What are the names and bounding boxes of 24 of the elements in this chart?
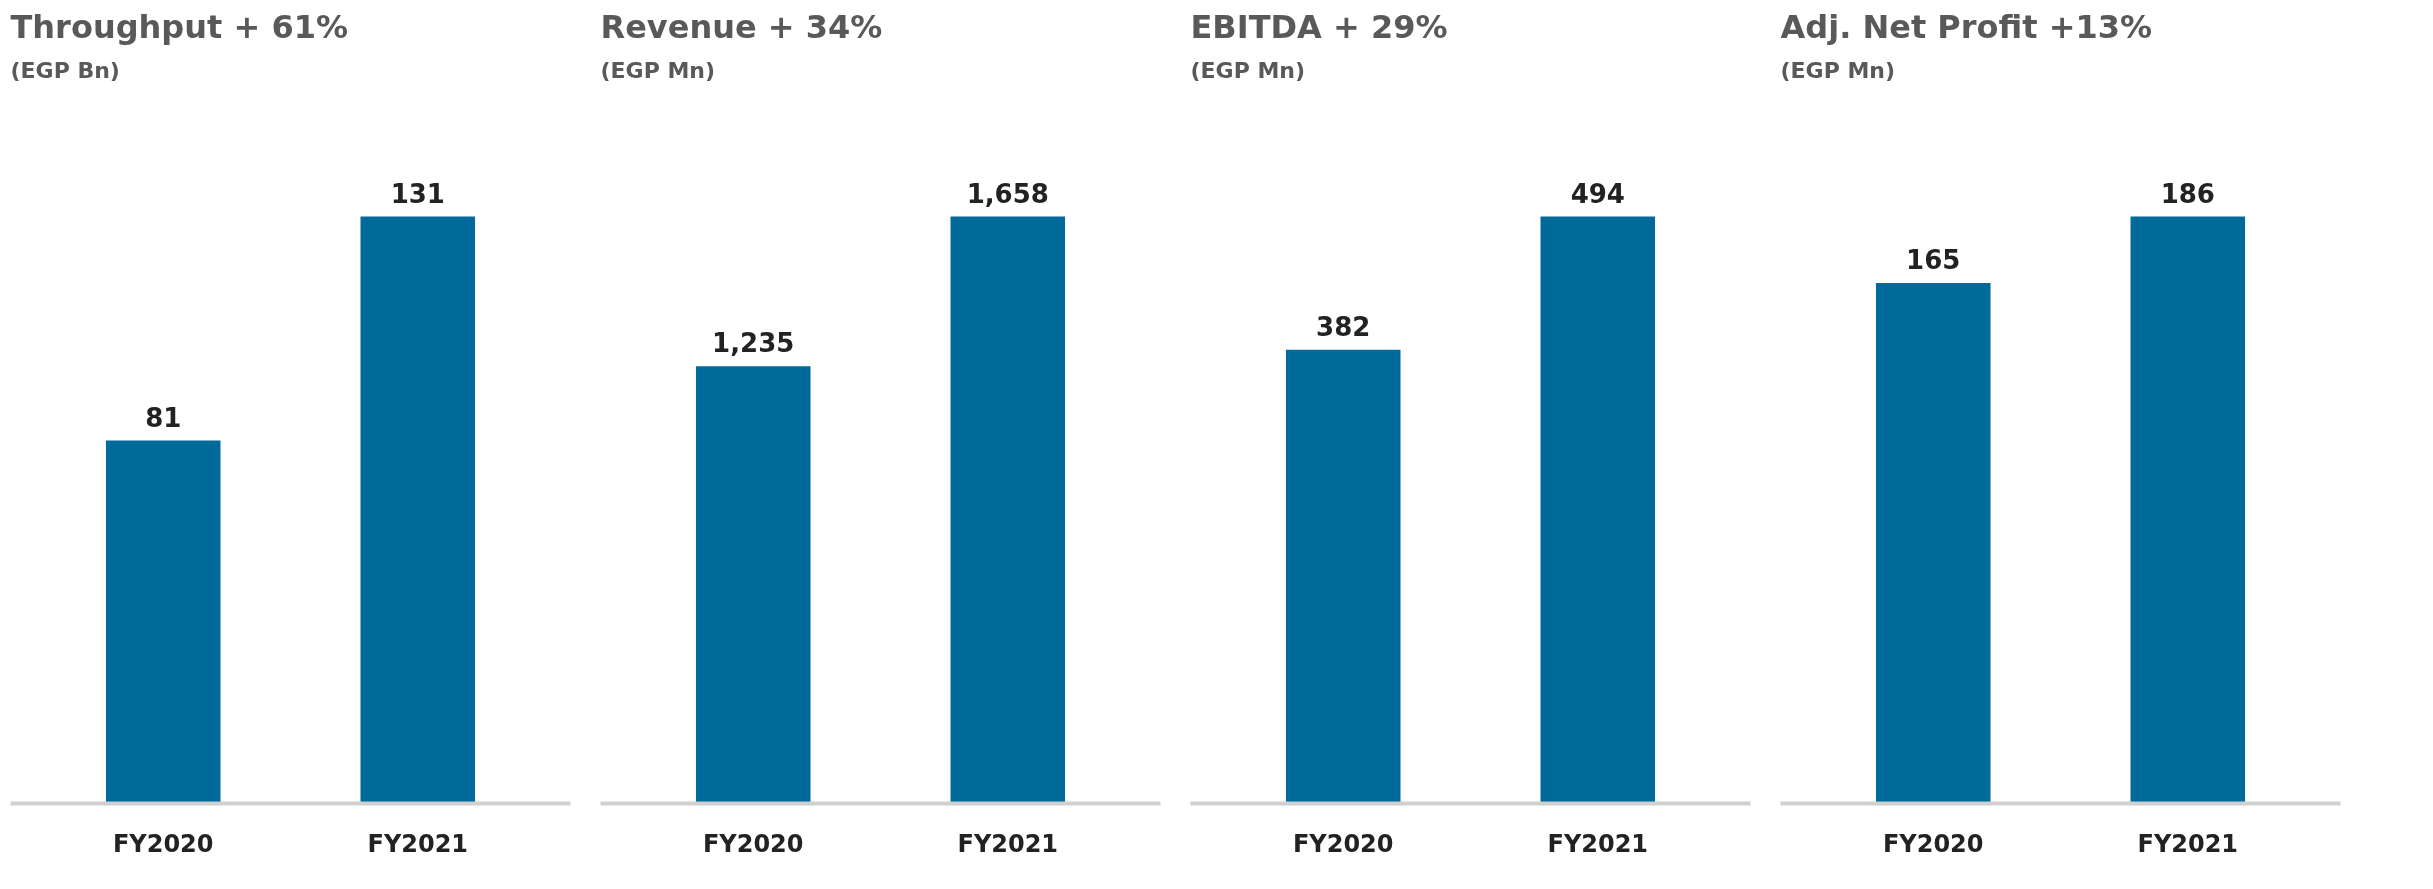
data-label: 186 [2160,178,2215,209]
data-label: 382 [1316,311,1371,342]
chart-title: EBITDA + 29% [1190,7,1448,46]
chart-title: Throughput + 61% [10,7,349,46]
x-tick-label: FY2020 [1882,829,1984,858]
chart-subtitle: (EGP Bn) [10,57,120,83]
data-label: 81 [145,402,182,433]
data-label: 1,658 [966,178,1049,209]
chart-subtitle: (EGP Mn) [600,57,716,83]
chart-title: Revenue + 34% [600,7,883,46]
chart-title: Adj. Net Profit +13% [1780,7,2153,46]
data-label: 165 [1906,244,1961,275]
x-tick-label: FY2020 [112,829,214,858]
data-label: 131 [390,178,445,209]
chart-subtitle: (EGP Mn) [1190,57,1306,83]
x-tick-label: FY2021 [957,829,1059,858]
x-tick-label: FY2020 [702,829,804,858]
chart-subtitle: (EGP Mn) [1780,57,1896,83]
data-label: 1,235 [712,328,795,359]
x-tick-label: FY2021 [2137,829,2239,858]
x-tick-label: FY2020 [1292,829,1394,858]
x-tick-label: FY2021 [367,829,469,858]
data-label: 494 [1570,178,1625,209]
x-tick-label: FY2021 [1547,829,1649,858]
